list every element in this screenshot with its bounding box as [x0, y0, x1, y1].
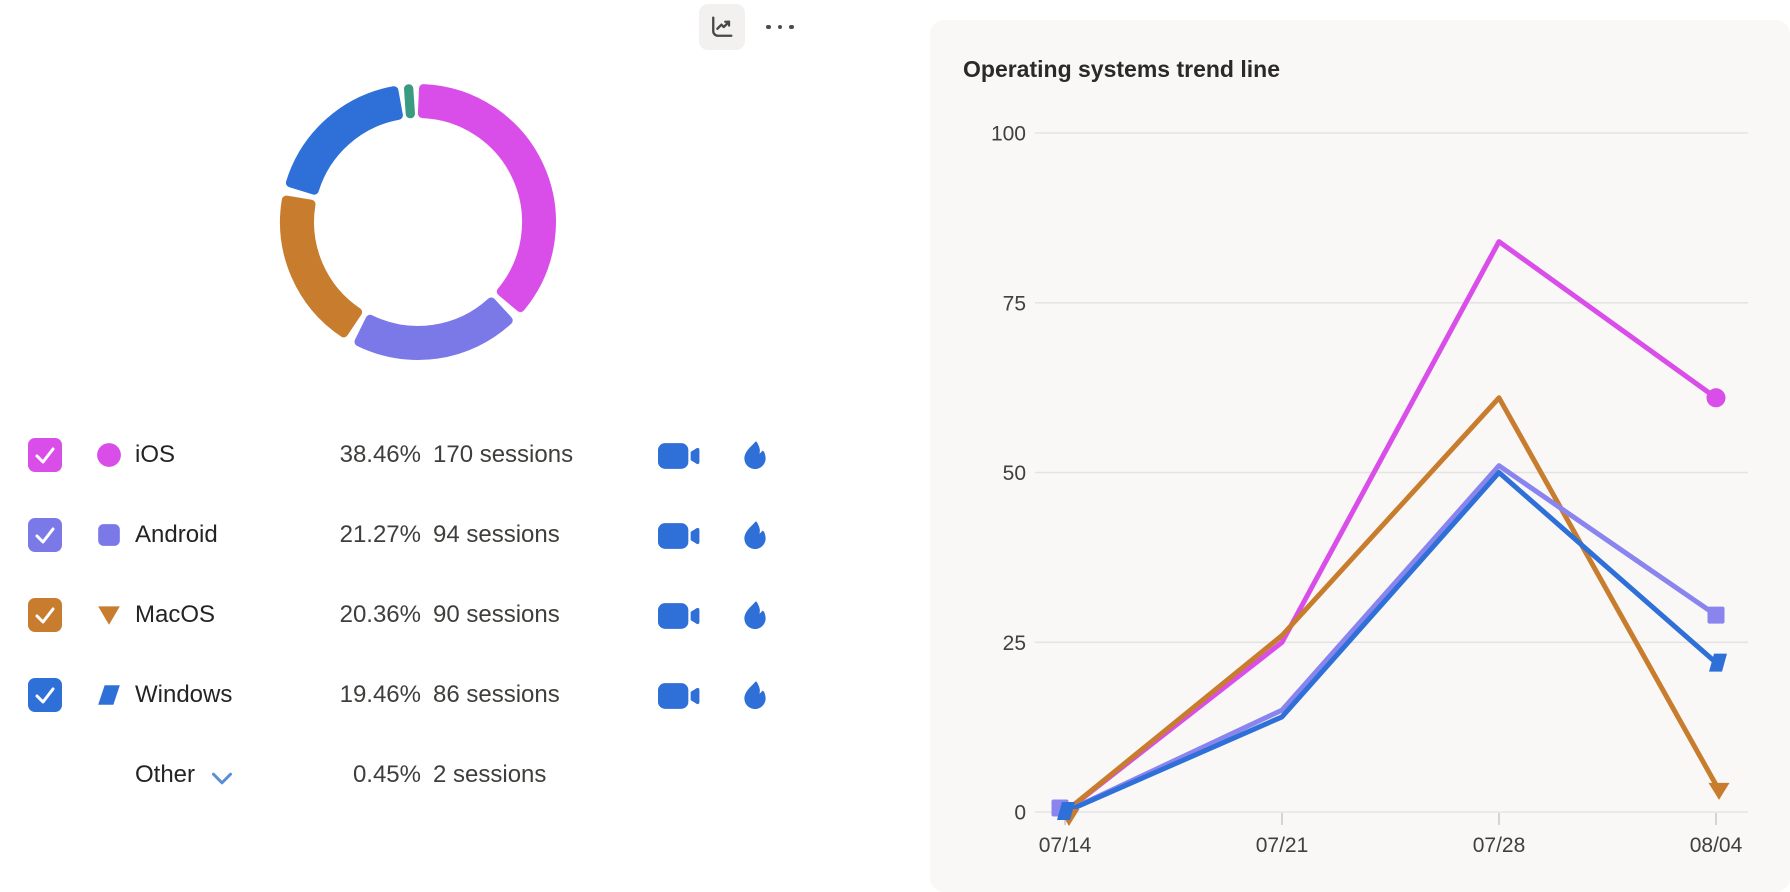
series-label: Other: [135, 761, 196, 788]
series-percent: 38.46%: [339, 441, 421, 468]
legend-row-windows: Windows 19.46% 86 sessions: [28, 655, 808, 735]
series-sessions: 86 sessions: [433, 681, 560, 708]
ellipsis-icon: [766, 24, 771, 30]
series-label: iOS: [135, 441, 176, 468]
flame-icon: [744, 441, 766, 469]
series-sessions: 94 sessions: [433, 521, 560, 548]
x-axis-tick-label: 08/04: [1690, 834, 1743, 857]
series-label: Android: [135, 521, 218, 548]
series-percent: 19.46%: [339, 681, 421, 708]
legend-row-other: Other 0.45% 2 sessions: [28, 735, 808, 815]
legend-row-ios: iOS 38.46% 170 sessions: [28, 415, 808, 495]
legend-row-macos: MacOS 20.36% 90 sessions: [28, 575, 808, 655]
checkmark-icon: [35, 527, 55, 544]
donut-segment-macos[interactable]: [280, 195, 363, 338]
line-chart-icon: [712, 16, 733, 37]
video-camera-icon: [658, 683, 700, 709]
series-sessions: 2 sessions: [433, 761, 547, 788]
series-label: Windows: [135, 681, 233, 708]
trend-line-macos: [1062, 395, 1719, 815]
y-axis-tick-label: 50: [1003, 462, 1026, 485]
donut-segment-windows[interactable]: [285, 86, 403, 195]
trend-line-panel: Operating systems trend line 0 25 50 75 100 0…: [930, 20, 1790, 892]
trend-line-chart: 0 25 50 75 100 07/14 07/21 07/28 08/04: [991, 123, 1748, 857]
checkmark-icon: [35, 447, 55, 464]
ellipsis-icon: [777, 24, 783, 30]
chart-title: Operating systems trend line: [963, 56, 1280, 82]
checkbox-macos[interactable]: [28, 598, 62, 632]
flame-button[interactable]: [740, 678, 770, 710]
legend-row-android: Android 21.27% 94 sessions: [28, 495, 808, 575]
data-point-marker-windows: [1057, 802, 1075, 820]
flame-icon: [744, 521, 766, 549]
checkbox-android[interactable]: [28, 518, 62, 552]
flame-button[interactable]: [740, 598, 770, 630]
x-axis-tick-label: 07/14: [1039, 834, 1092, 857]
video-camera-icon: [658, 443, 700, 469]
checkbox-ios[interactable]: [28, 438, 62, 472]
donut-segment-ios[interactable]: [417, 84, 556, 313]
flame-icon: [744, 681, 766, 709]
trend-line-android: [1062, 463, 1719, 815]
y-axis-tick-label: 25: [1003, 632, 1026, 655]
video-button[interactable]: [658, 522, 700, 550]
x-axis-tick-label: 07/21: [1256, 834, 1309, 857]
donut-chart: [280, 84, 556, 360]
trend-line-windows: [1062, 470, 1719, 815]
video-camera-icon: [658, 603, 700, 629]
expand-other-button[interactable]: [211, 769, 237, 787]
more-options-button[interactable]: [758, 8, 802, 46]
series-marker-square-icon: [96, 522, 122, 548]
video-button[interactable]: [658, 682, 700, 710]
series-marker-circle-icon: [96, 442, 122, 468]
data-point-marker-ios: [1706, 388, 1726, 408]
series-marker-triangle-icon: [96, 602, 122, 628]
x-axis-tick-label: 07/28: [1473, 834, 1526, 857]
flame-button[interactable]: [740, 518, 770, 550]
flame-icon: [744, 601, 766, 629]
video-camera-icon: [658, 523, 700, 549]
donut-segment-android[interactable]: [354, 297, 513, 360]
series-label: MacOS: [135, 601, 216, 628]
data-point-marker-macos: [1708, 782, 1730, 800]
checkmark-icon: [35, 607, 55, 624]
data-point-marker-windows: [1709, 653, 1727, 672]
series-percent: 0.45%: [352, 761, 421, 788]
chevron-down-icon: [211, 772, 233, 784]
series-sessions: 170 sessions: [433, 441, 574, 468]
video-button[interactable]: [658, 602, 700, 630]
trend-line-toggle-button[interactable]: [699, 4, 745, 50]
os-distribution-panel: iOS 38.46% 170 sessions: [28, 4, 808, 815]
donut-segment-other[interactable]: [404, 84, 415, 119]
video-button[interactable]: [658, 442, 700, 470]
flame-button[interactable]: [740, 438, 770, 470]
series-marker-parallelogram-icon: [96, 682, 122, 708]
data-point-marker-android: [1707, 606, 1725, 624]
series-percent: 20.36%: [339, 601, 421, 628]
series-percent: 21.27%: [339, 521, 421, 548]
y-axis-tick-label: 0: [1014, 802, 1026, 825]
trend-line-ios: [1062, 239, 1719, 815]
ellipsis-icon: [789, 24, 794, 30]
checkmark-icon: [35, 687, 55, 704]
y-axis-tick-label: 100: [991, 123, 1026, 146]
checkbox-windows[interactable]: [28, 678, 62, 712]
y-axis-tick-label: 75: [1003, 292, 1026, 315]
series-sessions: 90 sessions: [433, 601, 560, 628]
